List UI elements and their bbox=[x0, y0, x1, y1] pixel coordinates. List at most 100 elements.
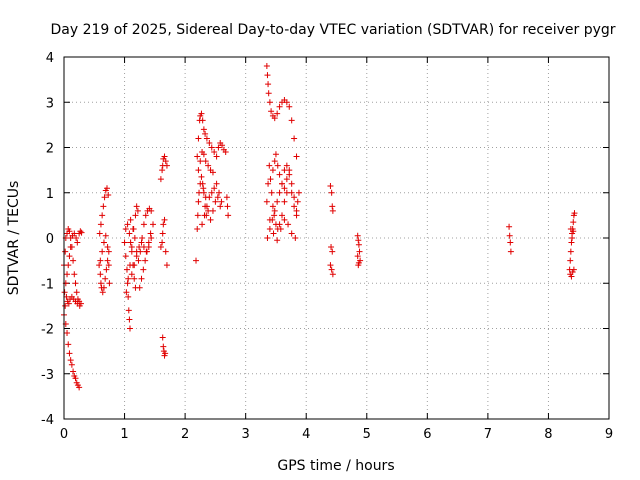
data-point-marker bbox=[208, 144, 215, 151]
data-point-marker bbox=[292, 235, 299, 241]
data-point-marker bbox=[105, 262, 112, 269]
data-point-marker bbox=[163, 262, 170, 269]
data-point-marker bbox=[76, 302, 83, 309]
y-tick-label: 1 bbox=[46, 187, 54, 202]
data-point-marker bbox=[157, 244, 164, 251]
data-point-marker bbox=[209, 169, 216, 176]
data-point-marker bbox=[283, 162, 290, 169]
data-point-marker bbox=[272, 151, 279, 158]
data-point-marker bbox=[274, 162, 281, 169]
data-point-marker bbox=[70, 257, 77, 264]
data-point-marker bbox=[570, 228, 577, 235]
data-point-marker bbox=[103, 185, 110, 192]
data-point-marker bbox=[288, 230, 295, 237]
data-point-marker bbox=[568, 273, 575, 280]
data-point-marker bbox=[507, 248, 514, 255]
data-point-marker bbox=[201, 212, 208, 219]
data-point-marker bbox=[288, 180, 295, 187]
data-point-marker bbox=[327, 262, 334, 269]
data-point-marker bbox=[569, 235, 576, 241]
data-point-marker bbox=[281, 198, 288, 205]
data-point-marker bbox=[148, 207, 155, 214]
data-point-marker bbox=[225, 212, 232, 219]
data-point-marker bbox=[99, 212, 106, 219]
data-point-marker bbox=[266, 216, 273, 223]
data-point-marker bbox=[274, 198, 281, 205]
data-point-marker bbox=[274, 110, 281, 117]
data-point-marker bbox=[277, 225, 284, 232]
data-point-marker bbox=[162, 158, 169, 165]
data-point-marker bbox=[162, 350, 169, 357]
x-tick-label: 8 bbox=[544, 427, 552, 442]
data-point-marker bbox=[329, 248, 336, 255]
data-point-marker bbox=[105, 248, 112, 255]
data-point-marker bbox=[213, 180, 220, 187]
data-point-marker bbox=[355, 241, 362, 248]
data-point-marker bbox=[271, 207, 278, 214]
data-point-marker bbox=[265, 90, 272, 97]
data-point-marker bbox=[162, 248, 169, 255]
data-point-marker bbox=[267, 176, 274, 183]
data-point-marker bbox=[140, 266, 147, 273]
data-point-marker bbox=[224, 203, 231, 210]
data-point-marker bbox=[194, 153, 201, 160]
data-point-marker bbox=[139, 235, 146, 241]
data-point-marker bbox=[130, 225, 137, 232]
data-point-marker bbox=[125, 275, 132, 282]
data-point-marker bbox=[159, 239, 166, 246]
data-point-marker bbox=[121, 239, 128, 246]
data-point-marker bbox=[291, 135, 298, 142]
data-point-marker bbox=[195, 198, 202, 205]
data-point-marker bbox=[122, 253, 129, 260]
data-point-marker bbox=[293, 212, 300, 219]
data-point-marker bbox=[135, 257, 142, 264]
data-point-marker bbox=[274, 237, 281, 244]
data-point-marker bbox=[78, 229, 85, 236]
data-point-marker bbox=[286, 171, 293, 178]
data-point-marker bbox=[159, 230, 166, 237]
data-point-marker bbox=[203, 203, 210, 210]
data-point-marker bbox=[61, 289, 68, 296]
data-point-marker bbox=[212, 198, 219, 205]
data-point-marker bbox=[138, 239, 145, 246]
data-point-marker bbox=[134, 207, 141, 214]
plot-frame bbox=[63, 56, 610, 420]
data-point-marker bbox=[142, 257, 149, 264]
x-axis-label: GPS time / hours bbox=[277, 458, 394, 474]
data-point-marker bbox=[327, 182, 334, 189]
data-point-marker bbox=[74, 239, 81, 246]
data-point-marker bbox=[507, 239, 514, 246]
data-point-marker bbox=[64, 330, 71, 337]
chart-title: Day 219 of 2025, Sidereal Day-to-day VTE… bbox=[50, 22, 615, 38]
data-point-marker bbox=[161, 153, 168, 160]
x-tick-label: 7 bbox=[484, 427, 492, 442]
x-tick-label: 2 bbox=[181, 427, 189, 442]
data-point-marker bbox=[138, 275, 145, 282]
data-point-marker bbox=[288, 117, 295, 124]
data-point-marker bbox=[132, 212, 139, 219]
axis-ticks: 0 1 2 3 4 5 6 7 8 9 -4 -3 -2 -1 0 1 2 3 4 bbox=[41, 51, 613, 442]
x-tick-label: 1 bbox=[120, 427, 128, 442]
data-point-marker bbox=[128, 244, 135, 251]
data-point-marker bbox=[271, 115, 278, 122]
data-point-marker bbox=[102, 275, 109, 282]
data-point-marker bbox=[203, 135, 210, 142]
data-point-marker bbox=[195, 135, 202, 142]
data-point-marker bbox=[354, 253, 361, 260]
data-point-marker bbox=[148, 235, 155, 241]
y-tick-label: 3 bbox=[46, 96, 54, 111]
data-point-marker bbox=[104, 257, 111, 264]
data-point-marker bbox=[200, 126, 207, 133]
data-point-marker bbox=[208, 189, 215, 196]
data-point-marker bbox=[218, 198, 225, 205]
y-tick-label: -1 bbox=[41, 277, 54, 292]
data-point-marker bbox=[265, 81, 272, 88]
data-point-marker bbox=[72, 375, 79, 382]
data-point-marker bbox=[265, 180, 272, 187]
data-point-marker bbox=[96, 262, 103, 269]
data-point-marker bbox=[97, 280, 104, 287]
data-point-marker bbox=[163, 162, 170, 169]
data-point-marker bbox=[506, 232, 513, 239]
data-point-marker bbox=[70, 368, 77, 375]
data-point-marker bbox=[97, 271, 104, 278]
